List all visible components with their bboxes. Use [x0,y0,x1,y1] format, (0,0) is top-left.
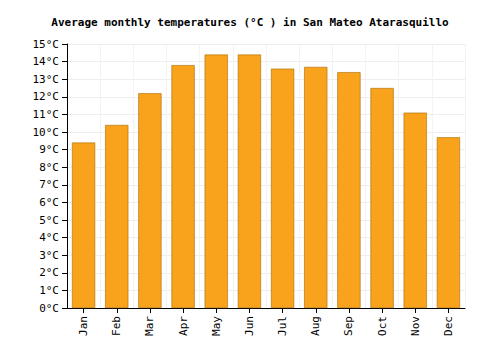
svg-text:8°C: 8°C [39,161,59,174]
svg-text:May: May [210,316,223,336]
svg-text:6°C: 6°C [39,196,59,209]
svg-text:Sep: Sep [342,316,355,336]
svg-text:4°C: 4°C [39,231,59,244]
svg-text:Jan: Jan [77,316,90,336]
svg-text:Average monthly temperatures (: Average monthly temperatures (°C ) in Sa… [51,16,449,29]
svg-text:15°C: 15°C [33,38,60,51]
svg-text:13°C: 13°C [33,73,60,86]
svg-text:3°C: 3°C [39,249,59,262]
svg-text:9°C: 9°C [39,143,59,156]
svg-text:Dec: Dec [442,316,455,336]
svg-text:2°C: 2°C [39,266,59,279]
svg-text:Aug: Aug [309,316,322,336]
svg-text:1°C: 1°C [39,284,59,297]
svg-text:10°C: 10°C [33,126,60,139]
svg-text:7°C: 7°C [39,178,59,191]
svg-text:11°C: 11°C [33,108,60,121]
svg-text:5°C: 5°C [39,214,59,227]
svg-text:Jul: Jul [276,316,289,336]
svg-text:14°C: 14°C [33,55,60,68]
svg-text:12°C: 12°C [33,90,60,103]
svg-text:Mar: Mar [143,316,156,336]
svg-text:Apr: Apr [177,316,190,336]
svg-text:Feb: Feb [110,316,123,336]
svg-text:Nov: Nov [409,316,422,336]
svg-text:0°C: 0°C [39,302,59,315]
svg-text:Jun: Jun [243,316,256,336]
svg-text:Oct: Oct [376,316,389,336]
